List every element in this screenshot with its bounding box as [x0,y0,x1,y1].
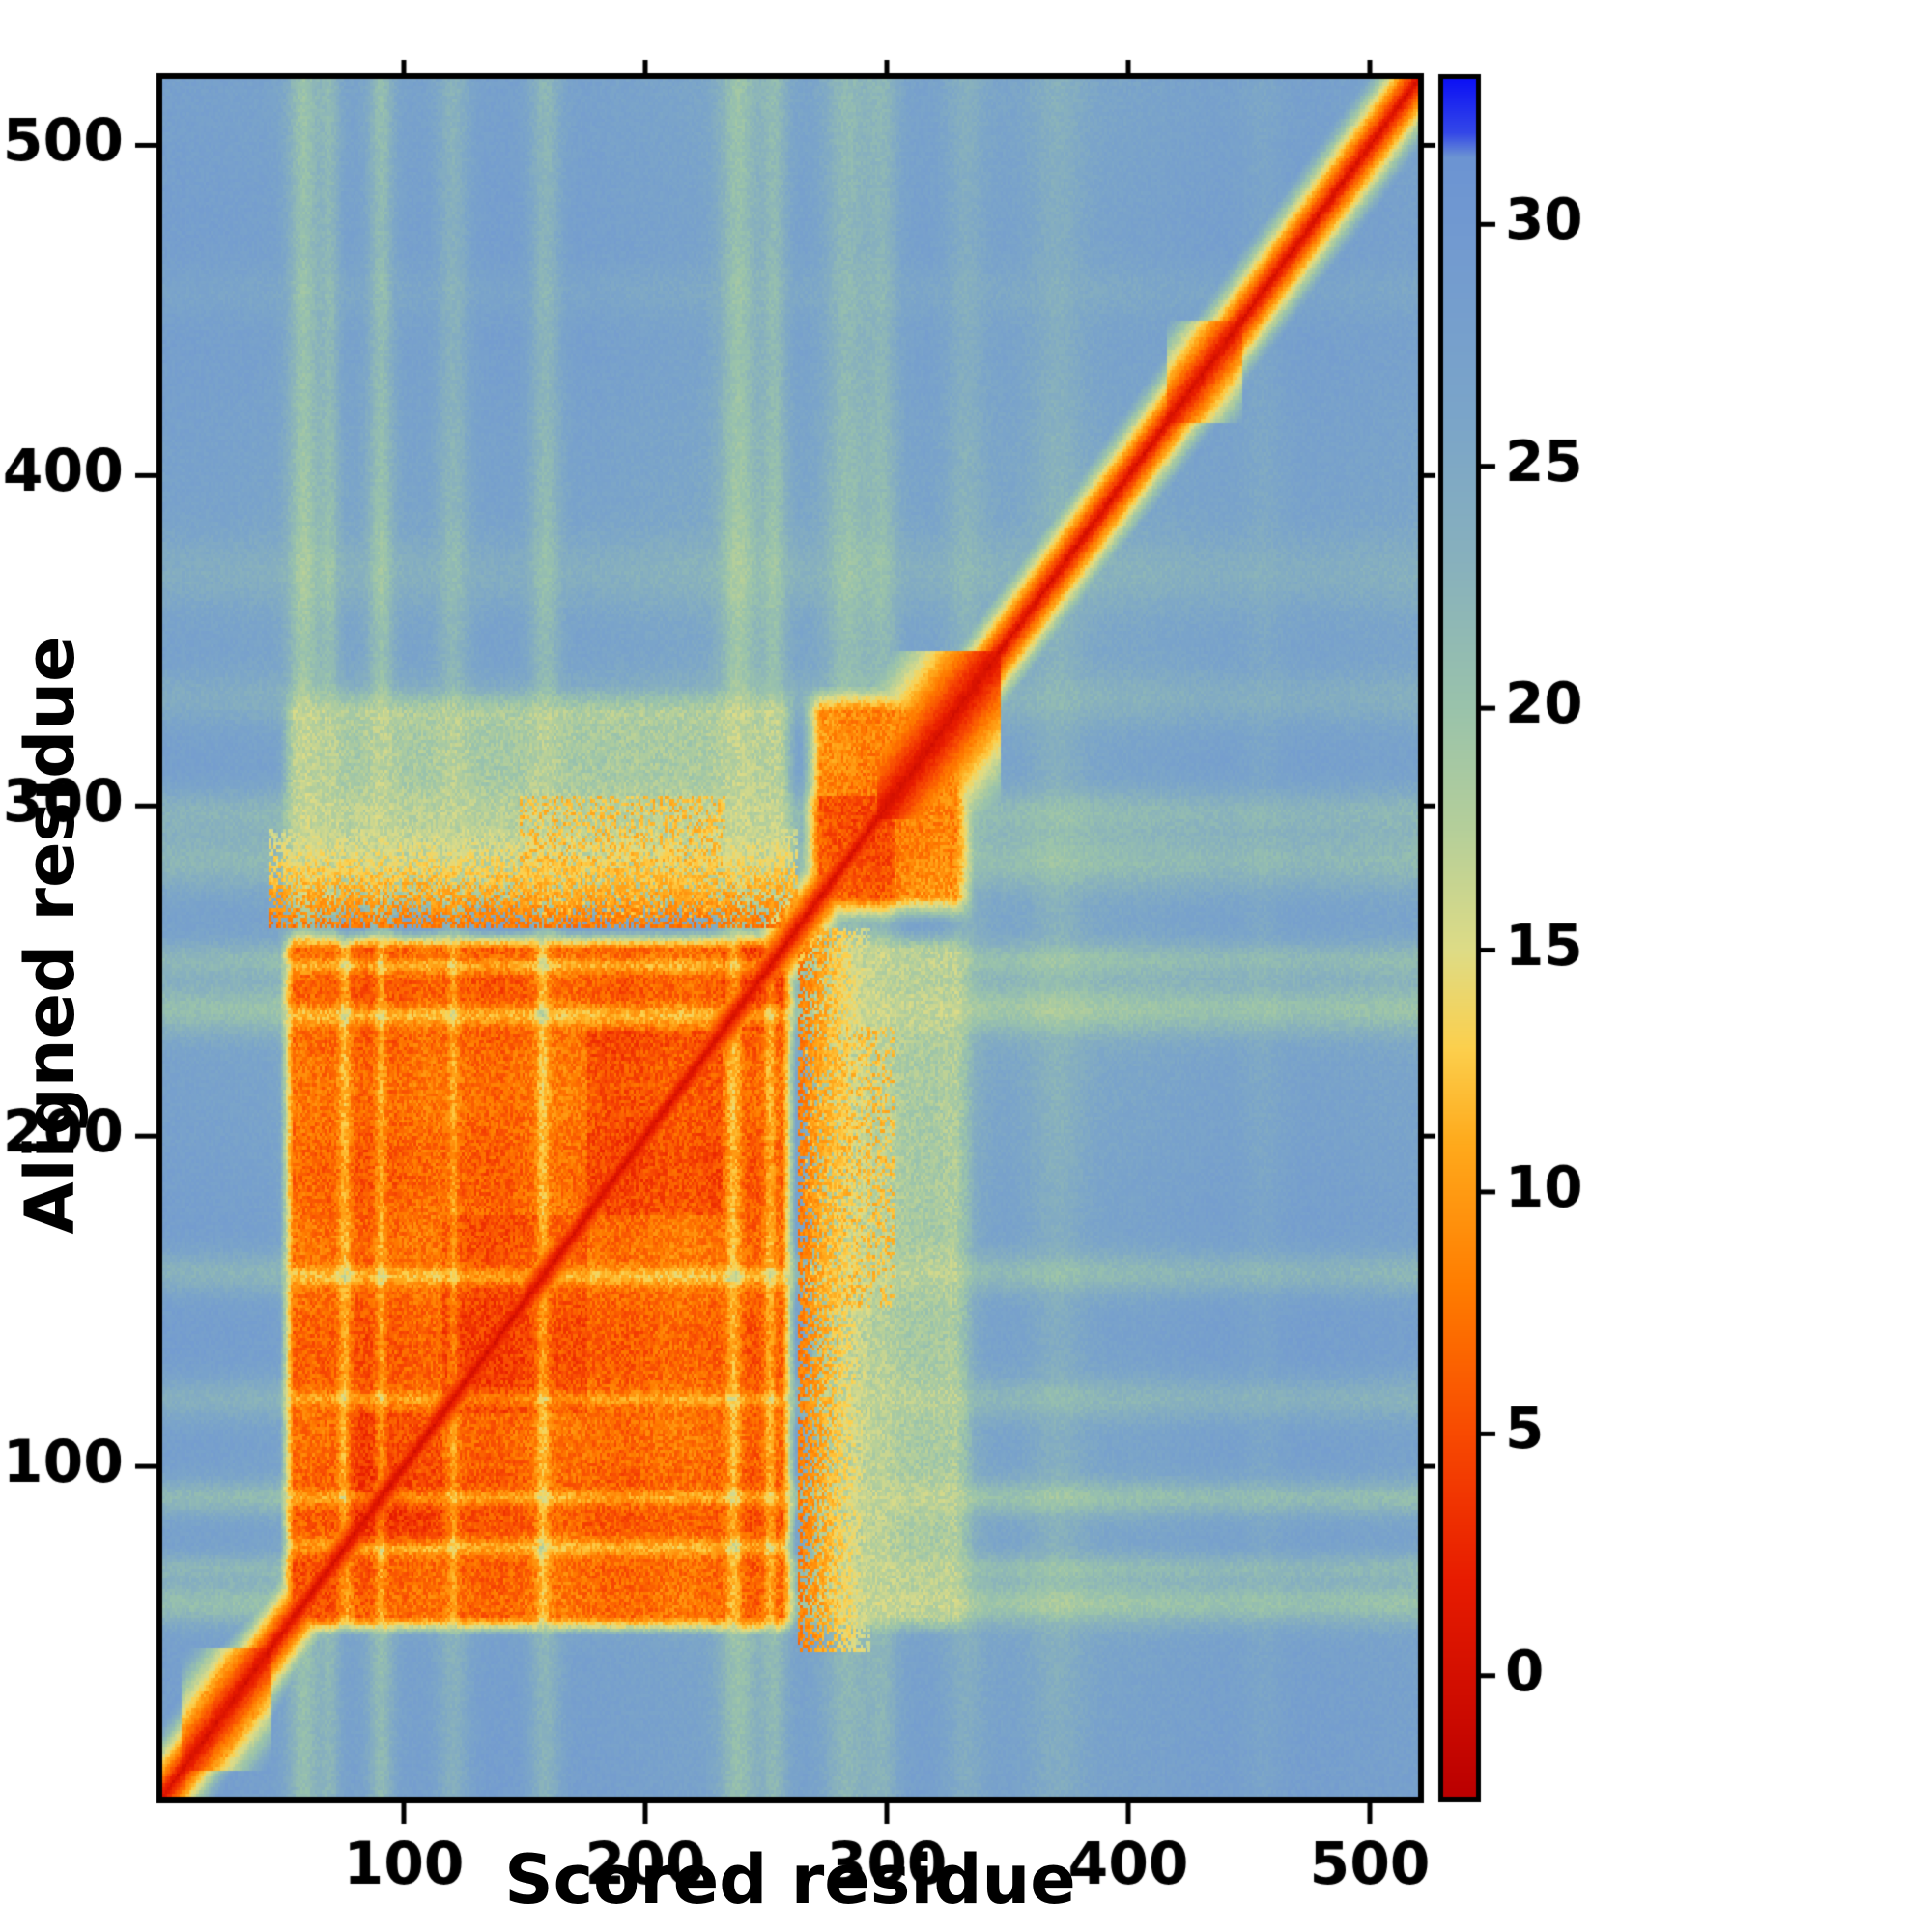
x-axis-title: Scored residue [504,1840,1076,1919]
y-axis-title: Aligned residue [11,636,90,1235]
